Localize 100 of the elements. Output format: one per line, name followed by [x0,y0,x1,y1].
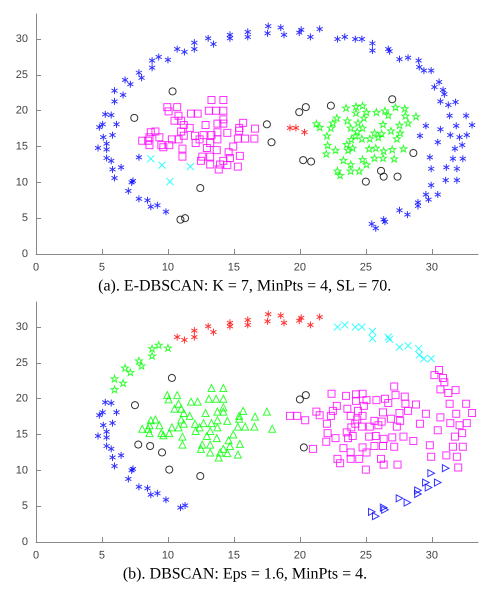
point [362,160,371,168]
point [342,104,350,112]
point [226,318,234,327]
y-tick-label: 25 [16,68,28,81]
point [100,421,107,430]
point [190,326,198,335]
point [358,102,367,110]
point [108,419,116,428]
point [377,166,386,175]
point [296,316,303,325]
y-tick-label: 10 [16,464,28,476]
point [299,156,308,164]
point [118,451,125,460]
point [146,442,154,450]
x-tick-label: 25 [360,550,372,562]
point [380,147,388,155]
point [346,160,355,168]
point [322,132,331,140]
point [326,102,335,110]
point [366,134,374,142]
point [158,161,166,170]
point [388,95,396,104]
point [372,144,380,152]
point [307,158,316,166]
point [148,352,156,360]
point [336,171,344,180]
text: (b). DBSCAN: Eps = 1.6, MinPts = 4. [122,566,368,582]
point [180,336,188,344]
point [165,466,174,474]
point [148,344,156,352]
point [348,144,357,152]
point [300,128,308,136]
x-tick-label: 0 [32,262,40,274]
point [392,103,400,111]
point [154,489,161,498]
point [164,344,172,352]
point [110,386,119,394]
point [399,144,408,153]
x-tick-label: 30 [426,262,438,274]
point [368,327,376,336]
point [379,120,388,128]
point [394,172,402,181]
point [176,216,184,224]
point [384,333,392,342]
point [332,146,340,154]
point [358,134,366,142]
point [380,504,388,512]
point [400,104,409,112]
point [146,154,155,163]
point [353,128,362,136]
point [352,102,360,110]
point [412,112,420,120]
point [333,167,342,175]
point [134,440,142,449]
point [302,391,310,400]
point [379,154,388,162]
point [244,320,252,329]
y-tick-label: 0 [22,248,28,260]
point [424,484,432,492]
point [312,120,320,128]
point [226,322,234,330]
point [134,356,143,365]
point [422,478,430,487]
point [386,126,395,135]
point [355,167,364,175]
point [358,156,367,164]
point [328,119,337,127]
x-tick-label: 20 [294,262,306,274]
point [190,333,198,342]
point [352,109,360,117]
point [322,150,330,158]
x-tick-label: 30 [426,550,438,562]
point [130,114,138,122]
point [346,124,355,132]
point [342,140,351,148]
point [138,362,146,370]
point [110,374,119,382]
point [102,398,109,406]
point [121,364,130,372]
point [166,178,174,186]
point [196,472,204,480]
point [344,146,352,154]
point [181,214,190,222]
point [365,144,374,153]
point [442,464,450,472]
point [264,310,272,318]
x-tick-label: 15 [228,550,240,562]
point [262,120,271,128]
point [130,401,139,410]
x-tick-label: 15 [228,262,240,274]
point [396,494,404,502]
point [316,313,324,322]
point [306,320,314,329]
x-tick-label: 5 [98,550,106,562]
x-tick-label: 25 [360,262,372,274]
y-tick-label: 15 [16,428,28,441]
point [434,478,442,487]
y-tick-label: 10 [16,176,28,188]
point [186,162,194,171]
point [124,474,132,483]
